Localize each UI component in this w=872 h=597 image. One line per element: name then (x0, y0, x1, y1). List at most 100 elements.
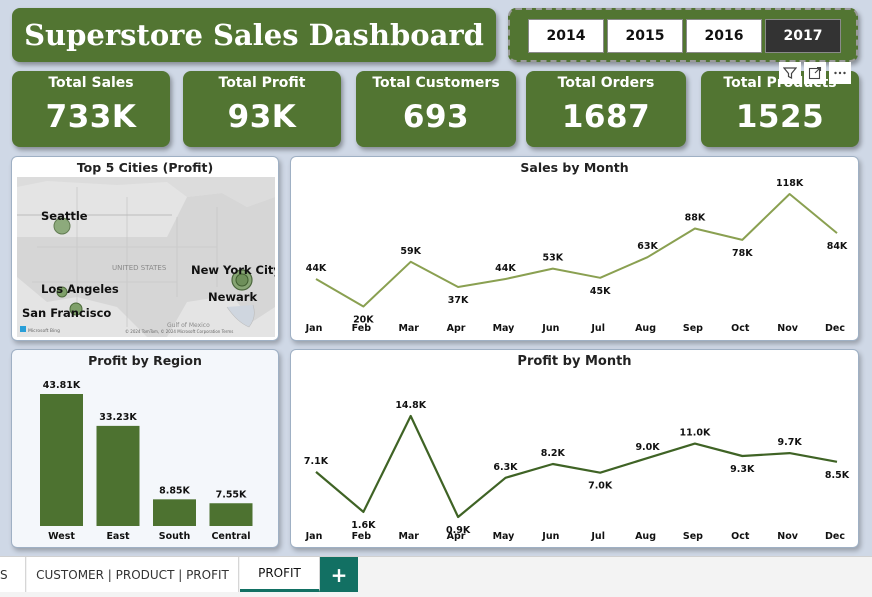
map-brand: Microsoft Bing (28, 328, 60, 334)
x-tick-label: Sep (683, 531, 703, 542)
title-banner: Superstore Sales Dashboard (12, 8, 496, 62)
x-tick-label: Feb (352, 531, 372, 542)
x-tick-label: Aug (635, 323, 656, 334)
data-label: 9.7K (778, 437, 803, 448)
kpi-value: 1687 (561, 99, 651, 135)
kpi-total-customers: Total Customers 693 (356, 71, 516, 147)
tab-customer-product-profit[interactable]: CUSTOMER | PRODUCT | PROFIT (27, 557, 239, 592)
map-visual[interactable]: UNITED STATES Gulf of Mexico Seattle New… (17, 177, 275, 337)
add-page-button[interactable]: + (320, 557, 358, 592)
sales-by-month-card: Sales by Month 44K Jan 20K Feb 59K Mar 37K Apr 4… (290, 156, 859, 341)
filter-icon[interactable] (779, 62, 801, 84)
x-tick-label: Feb (352, 323, 372, 334)
profit-chart-title: Profit by Month (517, 354, 632, 369)
more-options-icon[interactable] (829, 62, 851, 84)
kpi-label: Total Customers (372, 75, 500, 91)
year-button-2017[interactable]: 2017 (765, 19, 841, 53)
kpi-total-profit: Total Profit 93K (183, 71, 341, 147)
kpi-label: Total Profit (218, 75, 306, 91)
x-tick-label: Apr (447, 323, 466, 334)
data-label: 9.0K (635, 442, 660, 453)
data-label: 45K (590, 286, 611, 297)
data-label: 0.9K (446, 525, 471, 536)
page-tab-bar: S CUSTOMER | PRODUCT | PROFIT PROFIT + (0, 556, 872, 597)
kpi-value: 693 (402, 99, 470, 135)
data-label: 44K (306, 263, 327, 274)
kpi-label: Total Sales (48, 75, 134, 91)
bar (96, 425, 140, 526)
city-bubble-san-francisco[interactable] (69, 302, 83, 316)
year-button-2014[interactable]: 2014 (528, 19, 604, 53)
bing-logo-icon (20, 326, 26, 332)
map-card: Top 5 Cities (Profit) UNITED STATES Gulf… (11, 156, 279, 341)
kpi-value: 93K (227, 99, 297, 135)
x-tick-label: Nov (777, 323, 798, 334)
region-bar-chart[interactable]: 43.81K West 33.23K East 8.85K South 7.55K Centr… (12, 350, 280, 549)
city-bubble-los-angeles[interactable] (56, 286, 68, 298)
report-canvas: Superstore Sales Dashboard 2014 2015 201… (0, 0, 872, 556)
data-label: 59K (400, 246, 421, 257)
year-button-2016[interactable]: 2016 (686, 19, 762, 53)
profit-by-month-card: Profit by Month 7.1K Jan 1.6K Feb 14.8K Mar 0.… (290, 349, 859, 548)
year-slicer: 2014 2015 2016 2017 (508, 8, 858, 62)
city-bubble-seattle[interactable] (53, 217, 71, 235)
data-label: 8.85K (159, 485, 190, 496)
data-label: 78K (732, 248, 753, 259)
kpi-value: 1525 (735, 99, 825, 135)
map-attribution[interactable]: © 2024 TomTom, © 2024 Microsoft Corporat… (125, 329, 233, 334)
map-title: Top 5 Cities (Profit) (76, 160, 214, 175)
data-label: 20K (353, 315, 374, 326)
series-line (315, 414, 838, 519)
x-tick-label: South (159, 531, 191, 542)
tab-profit[interactable]: PROFIT (240, 557, 320, 592)
x-tick-label: Mar (398, 323, 419, 334)
bar (153, 499, 196, 526)
x-tick-label: Dec (825, 323, 845, 334)
data-label: 53K (543, 253, 564, 264)
x-tick-label: Nov (777, 531, 798, 542)
x-tick-label: Oct (731, 531, 750, 542)
x-tick-label: Apr (447, 531, 466, 542)
city-label-san-francisco: San Francisco (22, 306, 111, 320)
data-label: 14.8K (395, 400, 426, 411)
data-label: 63K (637, 241, 658, 252)
x-tick-label: Sep (683, 323, 703, 334)
x-tick-label: Jul (590, 323, 605, 334)
kpi-total-orders: Total Orders 1687 (526, 71, 686, 147)
city-bubble-newark[interactable] (235, 273, 249, 287)
region-chart-title: Profit by Region (88, 353, 202, 368)
kpi-value: 733K (45, 99, 137, 135)
bar (40, 394, 83, 526)
x-tick-label: Dec (825, 531, 845, 542)
focus-mode-icon[interactable] (804, 62, 826, 84)
year-button-2015[interactable]: 2015 (607, 19, 683, 53)
data-label: 88K (685, 212, 706, 223)
tab-previous-page[interactable]: S (0, 557, 26, 592)
bar (209, 503, 253, 526)
city-label-los-angeles: Los Angeles (41, 282, 119, 296)
x-tick-label: Jan (305, 531, 323, 542)
x-tick-label: Jan (305, 323, 323, 334)
x-tick-label: Jun (541, 531, 559, 542)
city-label-newark: Newark (208, 290, 257, 304)
kpi-total-sales: Total Sales 733K (12, 71, 170, 147)
data-label: 6.3K (493, 462, 518, 473)
data-label: 8.2K (541, 448, 566, 459)
x-tick-label: May (493, 531, 516, 542)
data-label: 9.3K (730, 464, 755, 475)
data-label: 33.23K (99, 412, 137, 423)
x-tick-label: Mar (398, 531, 419, 542)
map-country-label: UNITED STATES (112, 264, 167, 272)
kpi-label: Total Orders (557, 75, 655, 91)
data-label: 8.5K (825, 470, 850, 481)
data-label: 37K (448, 295, 469, 306)
visual-header-toolbar (779, 62, 851, 84)
data-label: 84K (827, 241, 848, 252)
data-label: 44K (495, 263, 516, 274)
data-label: 1.6K (351, 520, 376, 531)
x-tick-label: Central (211, 531, 250, 542)
dashboard-title: Superstore Sales Dashboard (24, 18, 484, 52)
data-label: 11.0K (680, 428, 711, 439)
